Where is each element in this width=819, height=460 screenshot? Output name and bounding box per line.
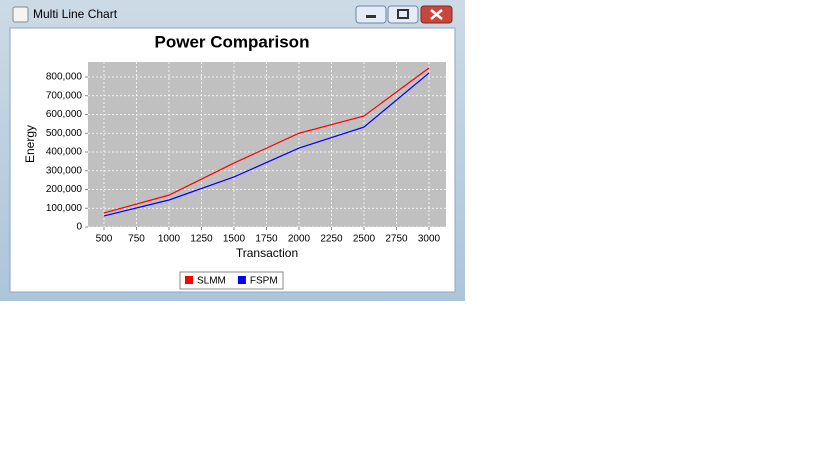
legend-swatch <box>237 276 246 284</box>
y-tick-label: 300,000 <box>46 165 83 176</box>
x-tick-label: 1250 <box>190 234 213 245</box>
maximize-button[interactable] <box>387 5 419 24</box>
y-tick-label: 500,000 <box>46 128 83 139</box>
legend-label: SLMM <box>197 276 226 287</box>
x-tick-label: 2250 <box>320 234 343 245</box>
y-tick-label: 800,000 <box>46 72 83 83</box>
y-tick-label: 0 <box>76 222 82 233</box>
y-tick-label: 200,000 <box>46 184 83 195</box>
y-tick-label: 600,000 <box>46 109 83 120</box>
x-tick-label: 1500 <box>223 234 246 245</box>
legend-box <box>179 271 284 290</box>
x-tick-label: 2000 <box>288 234 311 245</box>
plot: 0 100,000 200,000 300,000 400,000 500,000 600,… <box>46 62 446 290</box>
series-line <box>103 72 430 217</box>
x-tick-label: 1000 <box>158 234 181 245</box>
y-tick-label: 100,000 <box>46 203 83 214</box>
series-line <box>103 67 430 214</box>
x-tick-label: 2750 <box>385 234 408 245</box>
legend-swatch <box>185 276 193 284</box>
plot-area <box>88 62 446 227</box>
x-axis-label: Transaction <box>236 246 298 260</box>
minimize-icon <box>366 15 376 18</box>
app-icon <box>12 6 29 23</box>
x-tick-label: 3000 <box>418 234 441 245</box>
x-tick-label: 500 <box>96 234 113 245</box>
minimize-button[interactable] <box>355 5 387 24</box>
legend-label: FSPM <box>250 276 278 287</box>
chart-title: Power Comparison <box>155 32 310 51</box>
y-tick-label: 400,000 <box>46 147 83 158</box>
x-tick-label: 750 <box>128 234 145 245</box>
y-tick-label: 700,000 <box>46 90 83 101</box>
y-axis-label: Energy <box>23 125 37 163</box>
close-icon <box>430 9 443 20</box>
x-tick-label: 2500 <box>353 234 376 245</box>
x-tick-label: 1750 <box>255 234 278 245</box>
maximize-icon <box>397 9 409 19</box>
window-title: Multi Line Chart <box>33 7 118 21</box>
